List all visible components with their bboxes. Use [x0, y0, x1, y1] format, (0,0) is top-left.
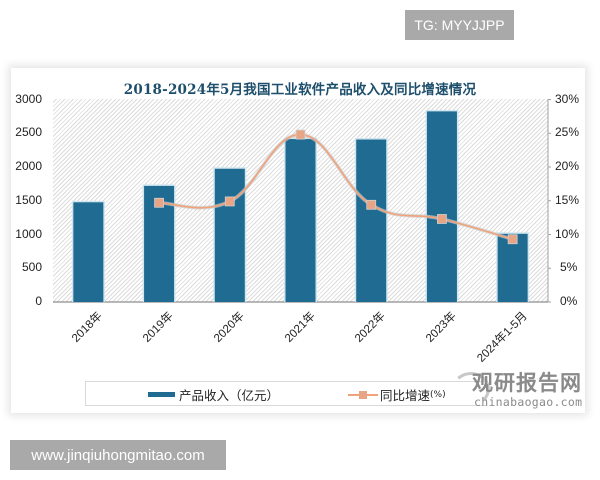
legend-label-growth: 同比增速: [380, 388, 431, 403]
watermark-swirl-icon: [452, 372, 490, 406]
growth-marker: [295, 129, 306, 140]
tg-watermark-badge: TG: MYYJJPP: [405, 10, 514, 40]
right-tick-label: 30%: [555, 91, 580, 106]
right-tick-label: 5%: [560, 260, 578, 275]
bar-2021年: [285, 139, 316, 302]
left-tick-label: 0: [35, 294, 42, 308]
bar-swatch-icon: [148, 392, 175, 397]
legend-label-growth-unit: (%): [430, 389, 446, 400]
right-tick-label: 0%: [560, 294, 578, 308]
watermark-url: chinabaogao.com: [474, 395, 583, 409]
legend-item-growth: 同比增速 (%): [348, 385, 446, 404]
growth-marker: [437, 214, 447, 224]
bar-2018年: [73, 202, 104, 302]
left-tick-label: 3000: [15, 91, 42, 106]
right-tick-label: 25%: [555, 125, 580, 140]
left-tick-label: 2000: [15, 159, 42, 173]
bar-2020年: [214, 168, 245, 302]
legend-label-revenue: 产品收入（亿元）: [179, 388, 280, 403]
growth-marker: [366, 199, 377, 210]
left-tick-label: 500: [21, 260, 42, 275]
growth-marker: [154, 197, 164, 208]
left-tick-label: 1000: [15, 226, 42, 241]
growth-marker: [224, 196, 235, 207]
bar-2024年1-5月: [497, 233, 528, 302]
bar-2022年: [356, 139, 387, 302]
left-tick-label: 2500: [15, 125, 42, 140]
legend: 产品收入（亿元） 同比增速 (%): [85, 381, 487, 406]
left-tick-label: 1500: [15, 192, 42, 207]
growth-line: [159, 133, 513, 240]
right-tick-label: 10%: [555, 226, 580, 241]
right-tick-label: 15%: [555, 192, 580, 207]
right-tick-label: 20%: [555, 159, 580, 173]
growth-marker: [507, 234, 518, 245]
site-watermark-badge: www.jinqiuhongmitao.com: [10, 440, 226, 470]
bar-2023年: [426, 111, 457, 302]
legend-item-revenue: 产品收入（亿元）: [148, 385, 279, 404]
watermark-logo: 观研报告网: [472, 371, 582, 395]
chart-title: 2018-2024年5月我国工业软件产品收入及同比增速情况: [123, 82, 477, 98]
line-marker-swatch-icon: [348, 389, 378, 401]
